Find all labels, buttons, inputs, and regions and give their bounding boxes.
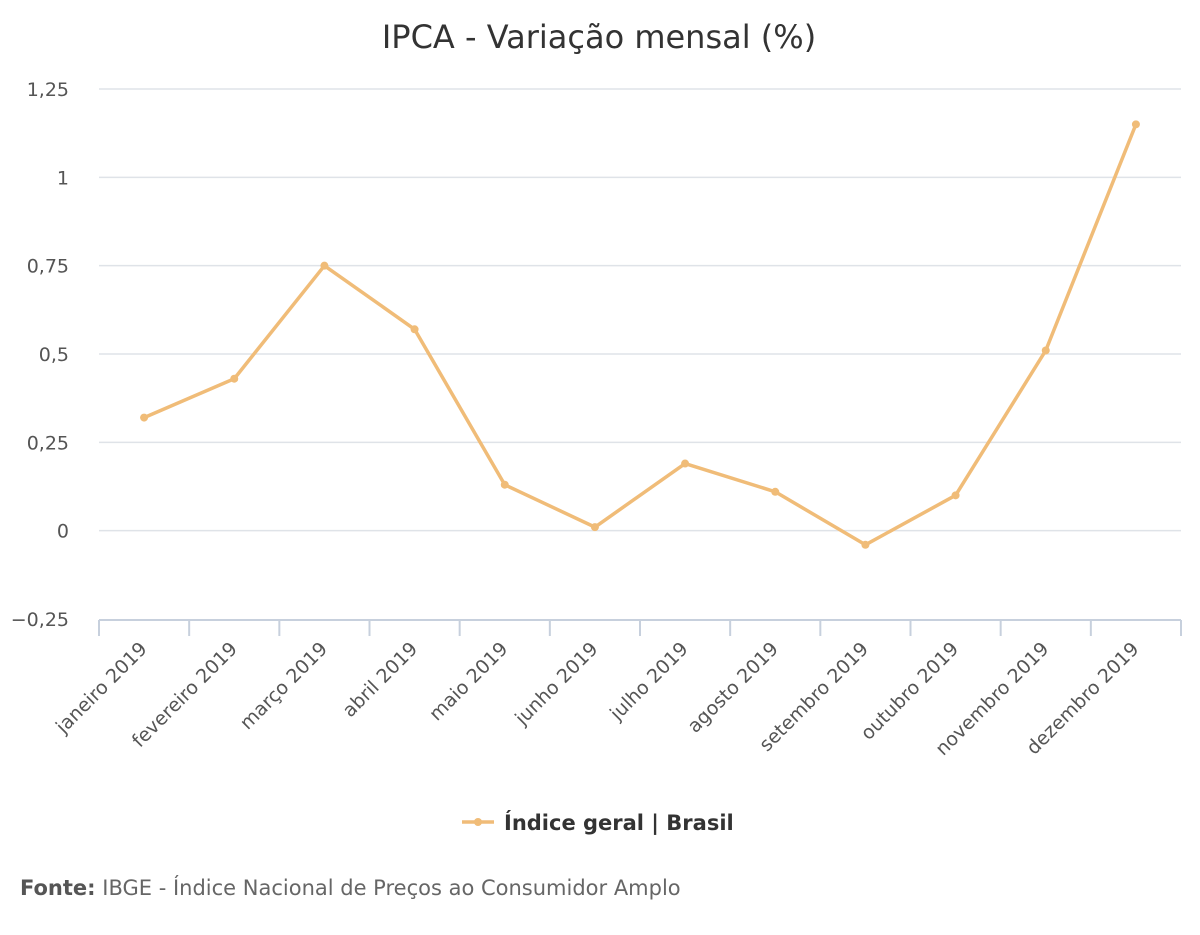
x-tick-label: abril 2019 bbox=[338, 638, 422, 722]
x-tick-label: janeiro 2019 bbox=[51, 638, 152, 739]
data-point[interactable] bbox=[1041, 346, 1050, 355]
y-tick-label: 0 bbox=[57, 521, 69, 543]
x-tick-label: agosto 2019 bbox=[683, 638, 782, 737]
legend-label[interactable]: Índice geral | Brasil bbox=[504, 810, 734, 836]
x-tick-label: maio 2019 bbox=[425, 638, 512, 725]
x-tick-label: julho 2019 bbox=[605, 638, 692, 725]
series-line bbox=[142, 122, 1138, 547]
gridlines bbox=[99, 88, 1181, 532]
data-point[interactable] bbox=[320, 261, 329, 270]
y-axis-ticks: −0,25 0 0,25 0,5 0,75 1 1,25 bbox=[11, 79, 69, 631]
data-point[interactable] bbox=[410, 325, 419, 334]
data-point[interactable] bbox=[140, 413, 149, 422]
x-tick-label: março 2019 bbox=[236, 638, 332, 734]
chart-title: IPCA - Variação mensal (%) bbox=[382, 18, 816, 56]
legend[interactable]: Índice geral | Brasil bbox=[462, 810, 734, 836]
data-point[interactable] bbox=[230, 374, 239, 383]
y-tick-label: −0,25 bbox=[11, 609, 69, 631]
x-axis bbox=[98, 619, 1182, 636]
data-point[interactable] bbox=[1131, 120, 1140, 129]
data-point[interactable] bbox=[500, 480, 509, 489]
data-point[interactable] bbox=[951, 491, 960, 500]
data-point[interactable] bbox=[861, 540, 870, 549]
legend-marker bbox=[474, 818, 482, 826]
data-point[interactable] bbox=[590, 523, 599, 532]
y-tick-label: 0,5 bbox=[39, 344, 69, 366]
series-layer bbox=[140, 120, 1140, 549]
data-point[interactable] bbox=[771, 487, 780, 496]
x-tick-label: junho 2019 bbox=[510, 638, 602, 730]
y-tick-label: 0,25 bbox=[27, 432, 69, 454]
source-label: Fonte: bbox=[20, 876, 96, 900]
y-tick-label: 1 bbox=[57, 167, 69, 189]
data-point[interactable] bbox=[681, 459, 690, 468]
y-tick-label: 1,25 bbox=[27, 79, 69, 101]
source-note: Fonte: IBGE - Índice Nacional de Preços … bbox=[20, 876, 681, 900]
source-text: IBGE - Índice Nacional de Preços ao Cons… bbox=[102, 876, 681, 900]
y-tick-label: 0,75 bbox=[27, 256, 69, 278]
